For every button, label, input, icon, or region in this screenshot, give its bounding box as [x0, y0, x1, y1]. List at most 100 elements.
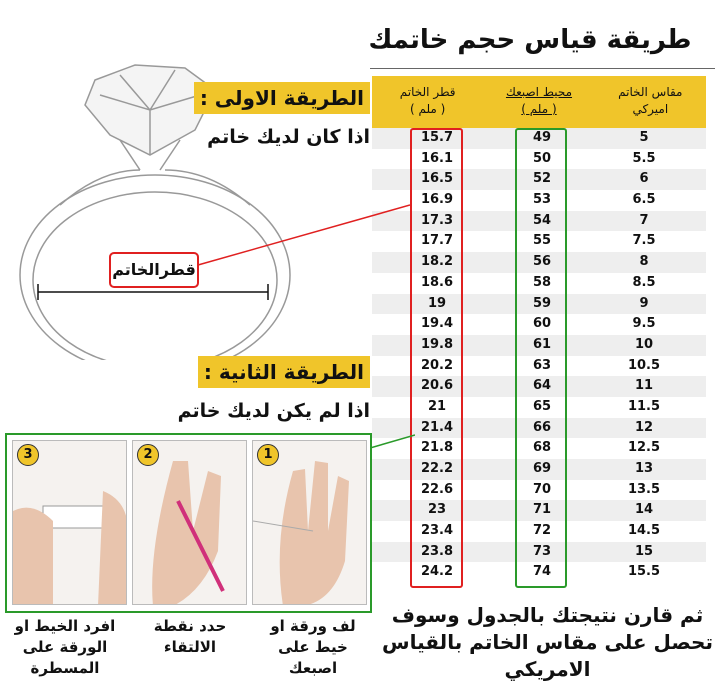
header-diameter: قطر الخاتم ( ملم ): [372, 76, 483, 128]
us-size-cell: 7: [639, 212, 649, 228]
step-number: 3: [17, 444, 39, 466]
step2-image: 2: [132, 440, 247, 605]
us-size-cell: 6: [639, 171, 649, 187]
diameter-cell: 16.9: [420, 192, 454, 208]
table-row: 19 59 9: [372, 293, 706, 315]
circumference-cell: 65: [532, 398, 552, 414]
header-circumference-label: محيط اصبعك: [505, 85, 573, 99]
diameter-cell: 19: [427, 295, 447, 311]
diameter-cell: 24.2: [420, 564, 454, 580]
step-number: 2: [137, 444, 159, 466]
diameter-highlight: [410, 128, 463, 588]
us-size-cell: 5: [639, 130, 649, 145]
circumference-cell: 74: [532, 564, 552, 580]
table-row: 19.8 61 10: [372, 334, 706, 356]
header-us-size: مقاس الخاتم اميركي: [595, 76, 706, 128]
circumference-cell: 58: [532, 274, 552, 290]
table-row: 16.9 53 6.5: [372, 190, 706, 211]
diameter-cell: 21.4: [420, 419, 454, 435]
table-row: 24.2 74 15.5: [372, 562, 706, 583]
diameter-cell: 23: [427, 502, 447, 518]
table-header: قطر الخاتم ( ملم ) محيط اصبعك ( ملم ) مقاس…: [372, 76, 706, 128]
header-circumference-unit: ( ملم ): [521, 102, 557, 116]
diameter-cell: 22.2: [420, 461, 454, 476]
step-number: 1: [257, 444, 279, 466]
diameter-cell: 15.7: [420, 130, 454, 145]
header-circumference: محيط اصبعك ( ملم ): [483, 76, 594, 128]
table-row: 22.2 69 13: [372, 459, 706, 480]
table-row: 20.2 63 10.5: [372, 356, 706, 377]
diameter-cell: 23.4: [420, 523, 454, 539]
circumference-cell: 53: [532, 192, 552, 208]
circumference-cell: 49: [532, 130, 552, 145]
ring-diameter-label: قطرالخاتم: [109, 252, 199, 288]
circumference-cell: 70: [532, 481, 552, 497]
us-size-cell: 12.5: [627, 440, 661, 456]
diameter-cell: 20.2: [420, 357, 454, 373]
circumference-cell: 71: [532, 502, 552, 518]
us-size-cell: 11.5: [627, 398, 661, 414]
circumference-cell: 68: [532, 440, 552, 456]
table-row: 21.4 66 12: [372, 417, 706, 439]
step1-caption: لف ورقة او خيط على اصبعك: [270, 617, 356, 677]
circumference-highlight: [515, 128, 567, 588]
circumference-cell: 61: [532, 336, 552, 352]
table-row: 19.4 60 9.5: [372, 314, 706, 335]
table-row: 21.8 68 12.5: [372, 438, 706, 459]
circumference-cell: 73: [532, 543, 552, 559]
circumference-cell: 72: [532, 523, 552, 539]
diameter-cell: 20.6: [420, 378, 454, 394]
circumference-cell: 60: [532, 316, 552, 332]
table-body: 15.7 49 5 16.1 50 5.5 16.5 52 6 16.9 53 6.5 17.3 54 7 1…: [372, 128, 706, 583]
method2-text: اذا لم يكن لديك خاتم: [177, 400, 370, 422]
table-row: 17.3 54 7: [372, 210, 706, 232]
step3-image: 3: [12, 440, 127, 605]
us-size-cell: 8.5: [632, 274, 656, 290]
us-size-cell: 9: [639, 295, 649, 311]
table-row: 22.6 70 13.5: [372, 480, 706, 501]
us-size-cell: 10.5: [627, 357, 661, 373]
diameter-cell: 17.3: [420, 212, 454, 228]
circumference-cell: 50: [532, 150, 552, 166]
table-row: 23.4 72 14.5: [372, 521, 706, 542]
us-size-cell: 14: [634, 502, 654, 518]
us-size-cell: 13.5: [627, 481, 661, 497]
table-row: 21 65 11.5: [372, 397, 706, 418]
table-row: 18.2 56 8: [372, 252, 706, 273]
circumference-cell: 56: [532, 254, 552, 270]
diameter-cell: 19.8: [420, 336, 454, 352]
us-size-cell: 15.5: [627, 564, 661, 580]
us-size-cell: 11: [634, 378, 654, 394]
us-size-cell: 14.5: [627, 523, 661, 539]
method1-text: اذا كان لديك خاتم: [207, 126, 370, 148]
diameter-cell: 19.4: [420, 316, 454, 332]
circumference-cell: 52: [532, 171, 552, 187]
steps-frame: 3 2 1: [5, 433, 372, 613]
connector-line: [370, 434, 415, 449]
table-row: 20.6 64 11: [372, 376, 706, 397]
diameter-cell: 16.5: [420, 171, 454, 187]
us-size-cell: 10: [634, 336, 654, 352]
page-title: طريقة قياس حجم خاتمك: [368, 25, 692, 55]
table-row: 16.1 50 5.5: [372, 149, 706, 170]
table-row: 16.5 52 6: [372, 169, 706, 191]
diameter-cell: 18.6: [420, 274, 454, 290]
table-row: 15.7 49 5: [372, 128, 706, 149]
header-diameter-label: قطر الخاتم: [399, 85, 456, 99]
size-table: قطر الخاتم ( ملم ) محيط اصبعك ( ملم ) مقاس…: [372, 76, 706, 583]
table-row: 17.7 55 7.5: [372, 231, 706, 252]
divider: [370, 68, 715, 69]
circumference-cell: 64: [532, 378, 552, 394]
header-diameter-unit: ( ملم ): [409, 102, 446, 116]
diameter-cell: 23.8: [420, 543, 454, 559]
us-size-cell: 5.5: [632, 150, 656, 166]
header-us-size-sub: اميركي: [632, 102, 669, 116]
table-row: 23.8 73 15: [372, 541, 706, 563]
circumference-cell: 63: [532, 357, 552, 373]
diameter-cell: 21.8: [420, 440, 454, 456]
us-size-cell: 6.5: [632, 192, 656, 208]
diameter-cell: 17.7: [420, 233, 454, 249]
table-row: 18.6 58 8.5: [372, 273, 706, 294]
final-instruction: ثم قارن نتيجتك بالجدول وسوف تحصل على مقا…: [382, 603, 713, 681]
circumference-cell: 54: [532, 212, 552, 228]
